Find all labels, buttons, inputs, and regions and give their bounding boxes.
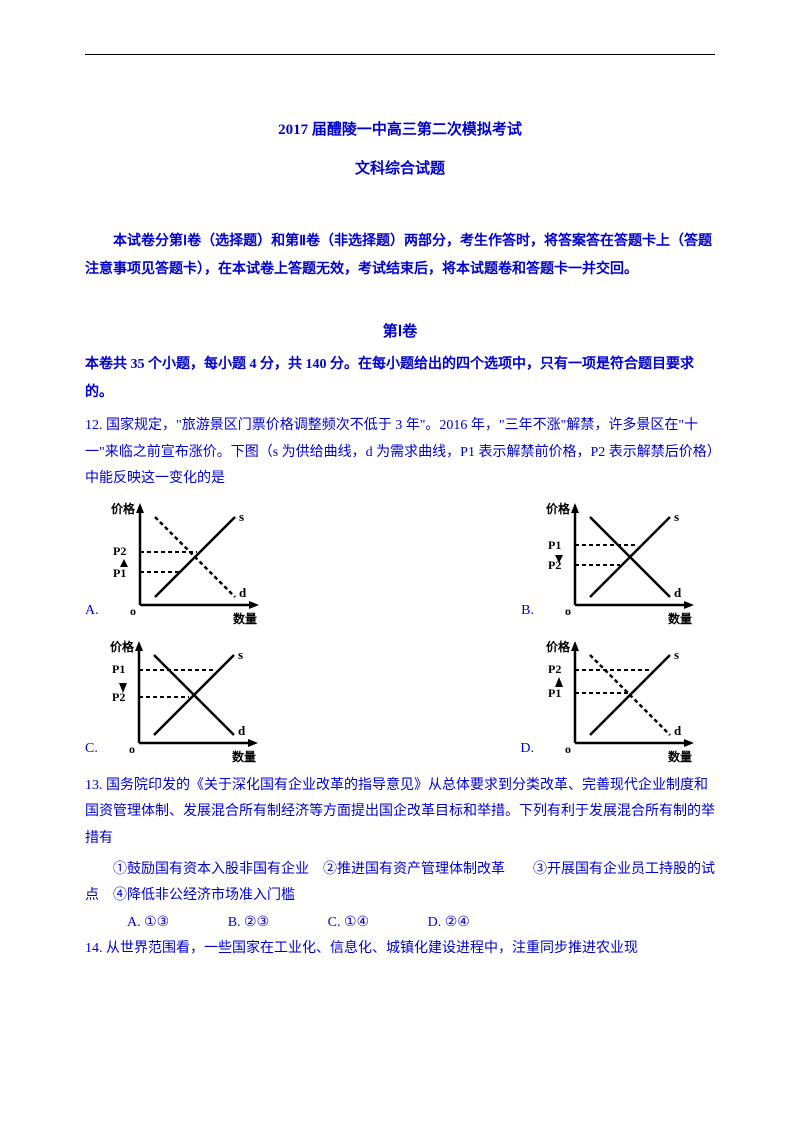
- chart-C-svg: 价格 数量 o s d P1 P2: [104, 635, 279, 765]
- chart-A-svg: 价格 数量 o s d P2 P1: [105, 497, 280, 627]
- exam-subtitle: 文科综合试题: [85, 157, 715, 178]
- q13-opt-B: B. ②③: [228, 910, 269, 937]
- svg-text:o: o: [130, 604, 136, 618]
- section1-desc: 本卷共 35 个小题，每小题 4 分，共 140 分。在每小题给出的四个选项中，…: [85, 351, 715, 407]
- chart-D-box: 价格 数量 o s d P2 P1: [540, 635, 715, 765]
- q13-choices: A. ①③ B. ②③ C. ①④ D. ②④: [85, 910, 715, 937]
- chart-B-svg: 价格 数量 o s d P1 P2: [540, 497, 715, 627]
- svg-text:数量: 数量: [232, 749, 256, 764]
- svg-text:价格: 价格: [546, 501, 571, 516]
- svg-text:d: d: [238, 723, 246, 738]
- q12-text: 12. 国家规定，"旅游景区门票价格调整频次不低于 3 年"。2016 年，"三…: [85, 413, 715, 493]
- svg-text:d: d: [674, 723, 682, 738]
- svg-text:o: o: [565, 604, 571, 618]
- svg-text:P2: P2: [113, 544, 126, 558]
- q13-options: ①鼓励国有资本入股非国有企业 ②推进国有资产管理体制改革 ③开展国有企业员工持股…: [85, 857, 715, 910]
- chart-B-label: B.: [521, 603, 534, 627]
- svg-text:价格: 价格: [110, 639, 135, 654]
- q13-opt-C: C. ①④: [328, 910, 369, 937]
- chart-A-box: 价格 数量 o s d P2 P1: [105, 497, 280, 627]
- svg-text:d: d: [239, 585, 247, 600]
- svg-text:s: s: [239, 509, 244, 524]
- chart-D-label: D.: [520, 741, 534, 765]
- chart-C-label: C.: [85, 741, 98, 765]
- svg-text:o: o: [129, 742, 135, 756]
- svg-text:数量: 数量: [668, 611, 692, 626]
- exam-title: 2017 届醴陵一中高三第二次模拟考试: [85, 118, 715, 139]
- chart-A: A. 价格 数量 o s d P2 P1: [85, 497, 280, 627]
- svg-text:P1: P1: [113, 566, 126, 580]
- svg-text:数量: 数量: [233, 611, 257, 626]
- chart-C-box: 价格 数量 o s d P1 P2: [104, 635, 279, 765]
- chart-row-2: C. 价格 数量 o s d P1 P2 D.: [85, 635, 715, 765]
- chart-D: D. 价格 数量 o s d P2 P1: [520, 635, 715, 765]
- q13-opt-D: D. ②④: [428, 910, 470, 937]
- svg-text:P1: P1: [112, 662, 125, 676]
- chart-B: B. 价格 数量 o s d P1 P2: [521, 497, 715, 627]
- q13-text: 13. 国务院印发的《关于深化国有企业改革的指导意见》从总体要求到分类改革、完善…: [85, 773, 715, 853]
- q14-text: 14. 从世界范围看，一些国家在工业化、信息化、城镇化建设进程中，注重同步推进农…: [85, 936, 715, 963]
- svg-text:P1: P1: [548, 538, 561, 552]
- svg-text:o: o: [565, 742, 571, 756]
- top-divider: [85, 54, 715, 55]
- q13-opt-A: A. ①③: [127, 910, 169, 937]
- svg-text:s: s: [238, 647, 243, 662]
- chart-A-label: A.: [85, 603, 99, 627]
- chart-row-1: A. 价格 数量 o s d P2 P1 B.: [85, 497, 715, 627]
- instructions-text: 本试卷分第Ⅰ卷（选择题）和第Ⅱ卷（非选择题）两部分，考生作答时，将答案答在答题卡…: [85, 228, 715, 284]
- svg-text:价格: 价格: [546, 639, 571, 654]
- svg-text:d: d: [674, 585, 682, 600]
- chart-B-box: 价格 数量 o s d P1 P2: [540, 497, 715, 627]
- svg-text:价格: 价格: [111, 501, 136, 516]
- svg-text:数量: 数量: [668, 749, 692, 764]
- chart-C: C. 价格 数量 o s d P1 P2: [85, 635, 279, 765]
- chart-D-svg: 价格 数量 o s d P2 P1: [540, 635, 715, 765]
- svg-text:P2: P2: [548, 662, 561, 676]
- svg-text:s: s: [674, 509, 679, 524]
- svg-text:P1: P1: [548, 686, 561, 700]
- section1-title: 第Ⅰ卷: [85, 320, 715, 341]
- svg-text:s: s: [674, 647, 679, 662]
